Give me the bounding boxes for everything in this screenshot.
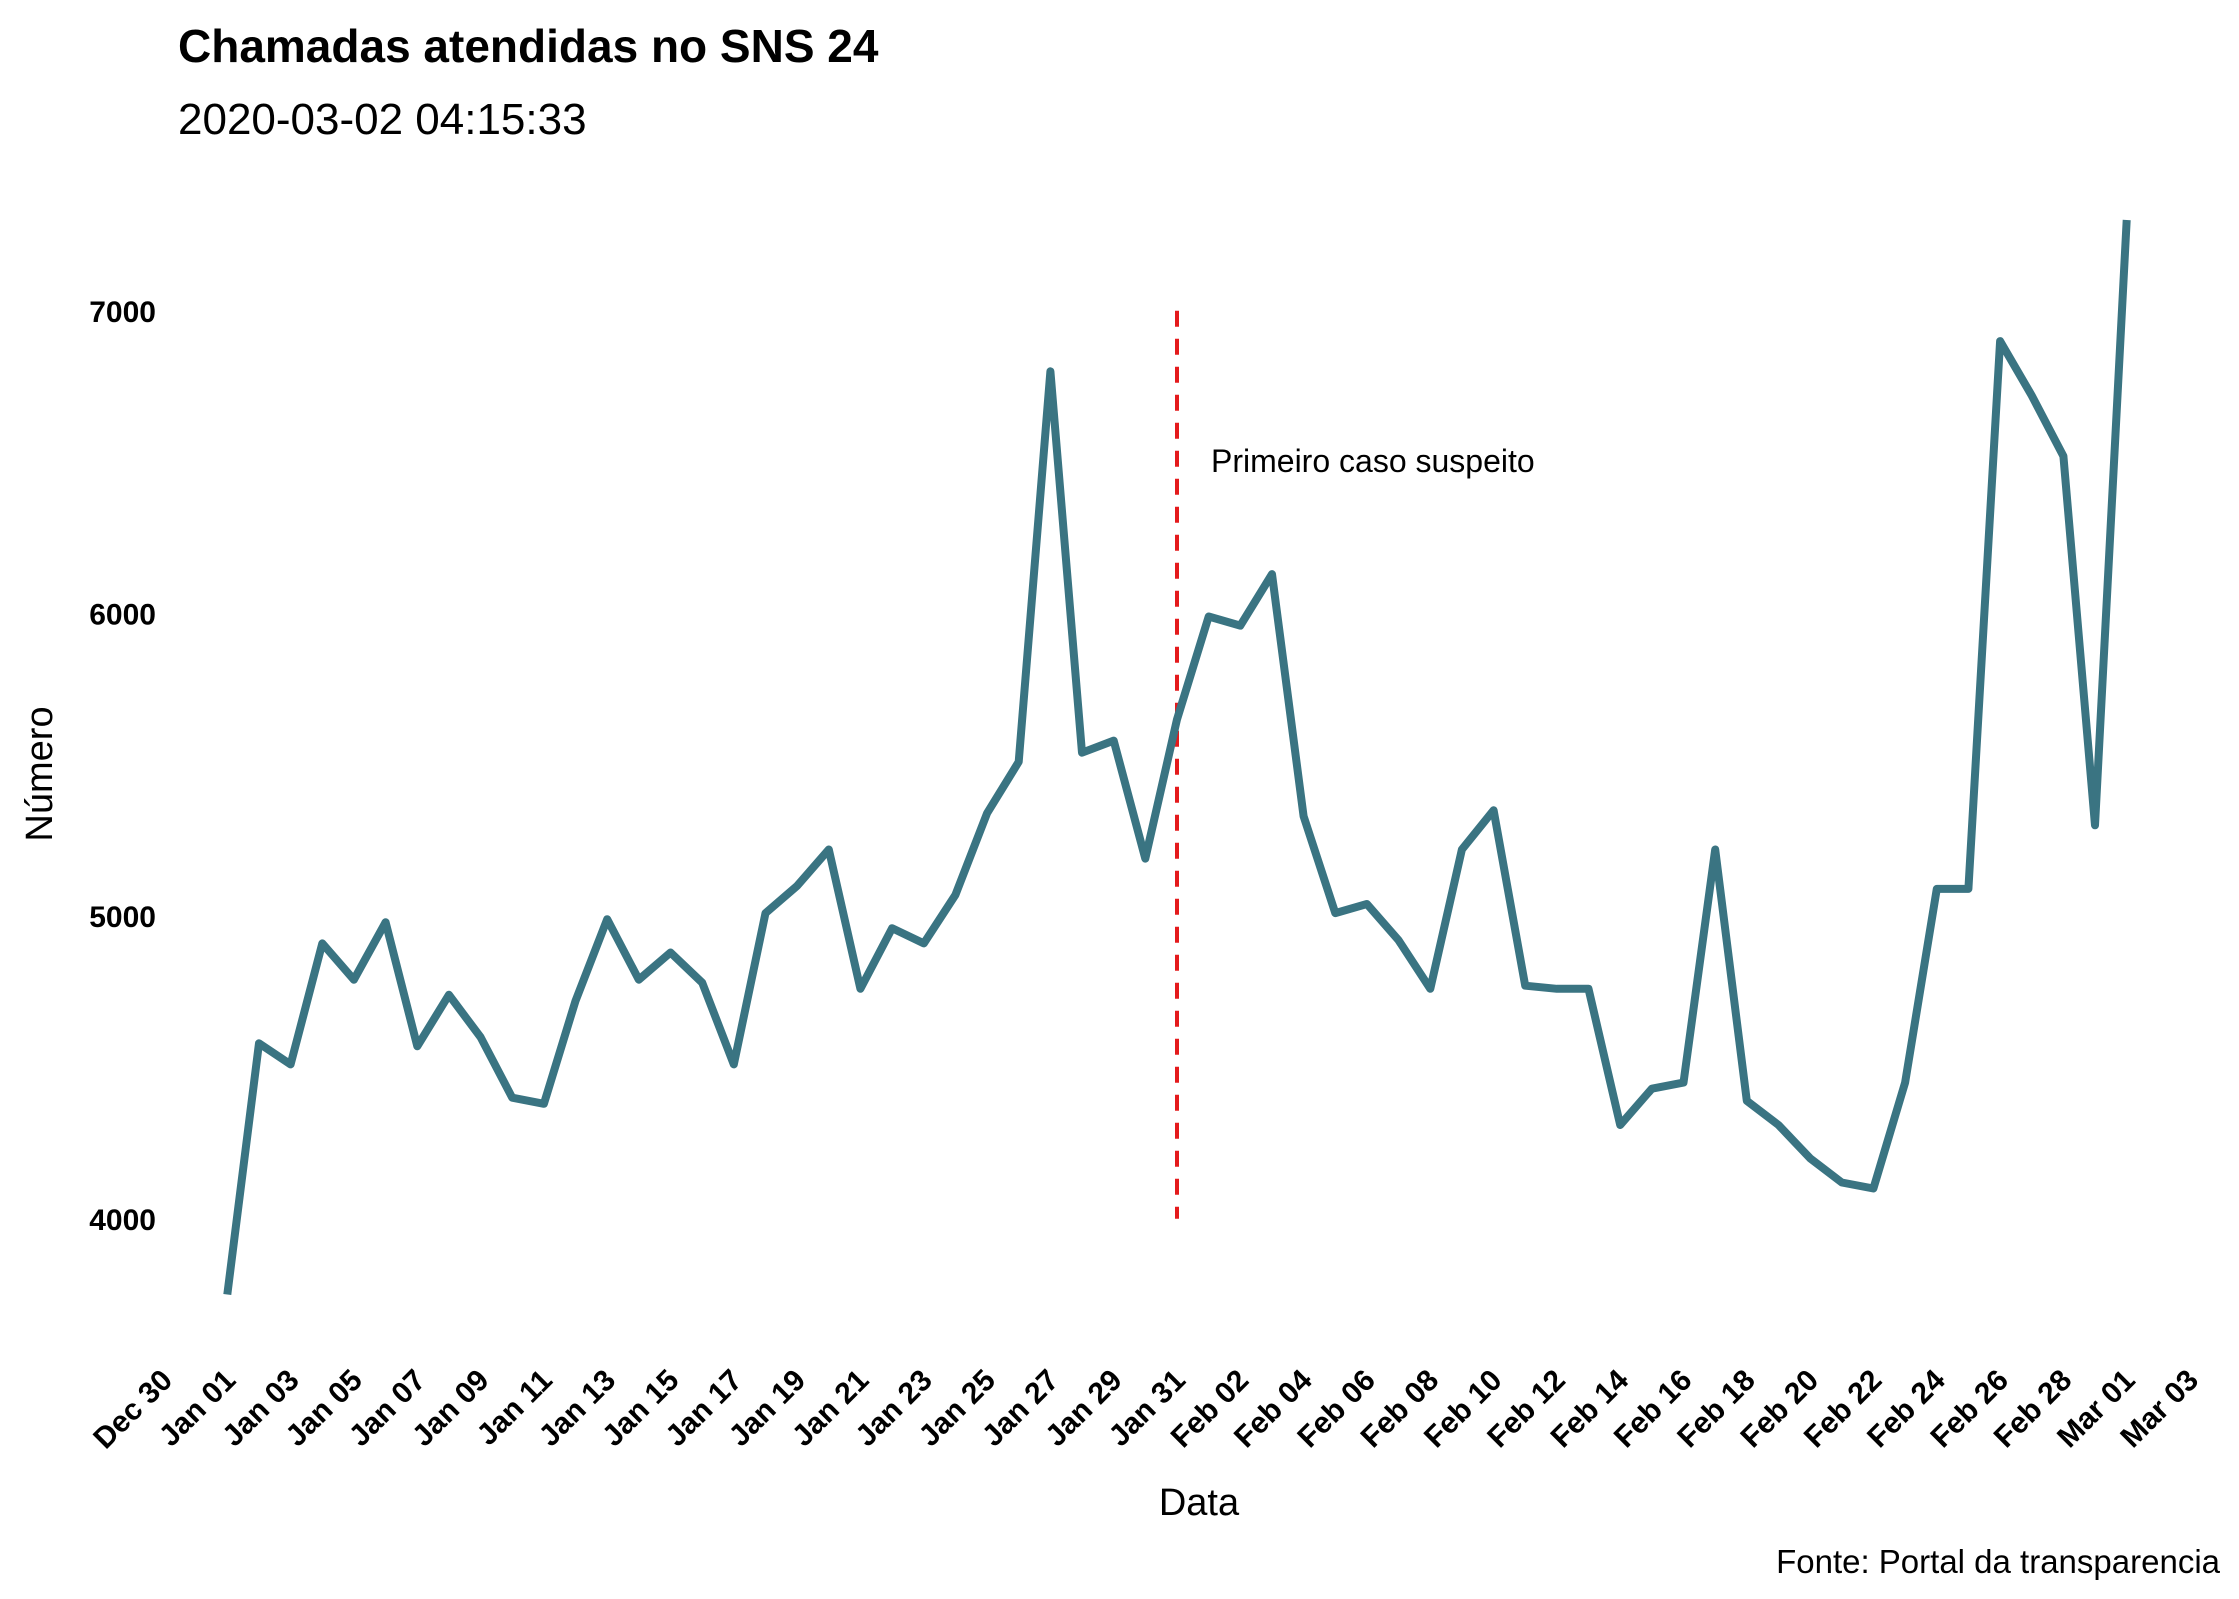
y-axis-label: Número bbox=[19, 706, 61, 841]
y-tick-label: 7000 bbox=[89, 296, 156, 329]
chart-title: Chamadas atendidas no SNS 24 bbox=[178, 20, 879, 72]
chart-caption: Fonte: Portal da transparencia bbox=[1776, 1543, 2221, 1580]
y-tick-label: 4000 bbox=[89, 1204, 156, 1237]
y-tick-label: 5000 bbox=[89, 901, 156, 934]
y-axis-ticks: 4000 5000 6000 7000 bbox=[89, 296, 156, 1237]
chart-subtitle: 2020-03-02 04:15:33 bbox=[178, 95, 587, 144]
x-axis-label: Data bbox=[1159, 1482, 1240, 1524]
y-tick-label: 6000 bbox=[89, 598, 156, 631]
first-case-annotation: Primeiro caso suspeito bbox=[1211, 443, 1535, 479]
series-line-calls bbox=[223, 219, 2131, 1296]
